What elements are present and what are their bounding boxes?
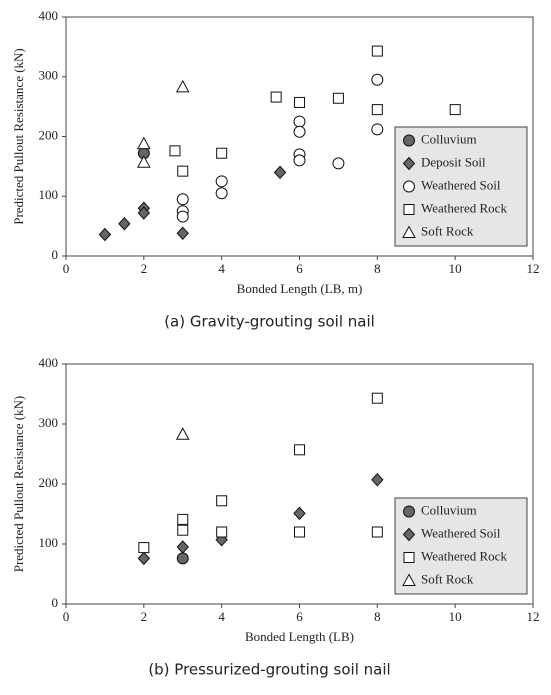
legend-marker (402, 225, 416, 238)
y-tick-label: 400 (39, 8, 59, 23)
y-tick-label: 0 (52, 595, 59, 610)
x-axis-label: Bonded Length (LB) (245, 629, 354, 644)
point (216, 495, 228, 507)
x-tick-label: 0 (63, 261, 70, 276)
point (169, 145, 181, 157)
point (215, 187, 228, 200)
point (371, 123, 384, 136)
point (294, 526, 305, 538)
point (216, 526, 228, 538)
point (294, 444, 305, 456)
point (293, 154, 306, 167)
legend-label: Weathered Soil (421, 525, 501, 540)
point (294, 96, 305, 108)
point (177, 513, 189, 525)
point (137, 206, 151, 220)
legend-label: Colluvium (421, 131, 477, 146)
x-tick-label: 0 (63, 609, 70, 624)
y-axis-label: Predicted Pullout Resistance (kN) (11, 48, 26, 225)
legend-box (394, 497, 528, 595)
point (273, 165, 287, 180)
caption: (a) Gravity-grouting soil nail (164, 313, 375, 331)
x-tick-label: 10 (449, 261, 462, 276)
point (371, 473, 384, 487)
point (332, 92, 344, 104)
point (216, 147, 228, 159)
point (270, 91, 282, 103)
y-tick-label: 300 (39, 415, 59, 430)
point (136, 155, 151, 168)
y-axis-label: Predicted Pullout Resistance (kN) (11, 396, 26, 573)
legend-label: Weathered Rock (421, 548, 507, 563)
y-tick-label: 300 (39, 68, 59, 83)
point (293, 506, 306, 521)
legend-label: Colluvium (421, 502, 477, 517)
point (215, 175, 228, 188)
legend-marker (403, 134, 415, 147)
x-tick-label: 2 (141, 609, 148, 624)
point (371, 73, 384, 86)
caption: (b) Pressurized-grouting soil nail (148, 661, 390, 679)
point (118, 216, 131, 231)
x-tick-label: 8 (374, 261, 381, 276)
point (293, 125, 306, 138)
point (177, 524, 189, 536)
y-tick-label: 400 (39, 355, 59, 370)
x-tick-label: 6 (296, 261, 303, 276)
y-tick-label: 100 (39, 535, 59, 550)
x-tick-label: 12 (527, 609, 540, 624)
legend-label: Weathered Rock (421, 200, 507, 215)
y-tick-label: 200 (39, 127, 59, 142)
legend-marker (402, 527, 416, 542)
point (98, 227, 112, 242)
point (138, 542, 150, 554)
legend-label: Deposit Soil (421, 154, 486, 169)
y-tick-label: 200 (39, 475, 59, 490)
point (136, 136, 151, 150)
x-tick-label: 8 (374, 609, 381, 624)
x-axis-label: Bonded Length (LB, m) (237, 281, 363, 296)
legend-marker (403, 505, 415, 518)
legend-marker (403, 204, 415, 215)
point (332, 157, 345, 170)
x-tick-label: 10 (449, 609, 462, 624)
legend-marker (402, 573, 416, 586)
point (371, 104, 383, 116)
legend-label: Soft Rock (421, 571, 474, 586)
point (176, 552, 189, 565)
point (371, 45, 383, 57)
y-tick-label: 100 (39, 187, 59, 202)
x-tick-label: 4 (218, 609, 225, 624)
legend-label: Soft Rock (421, 223, 474, 238)
x-tick-label: 12 (527, 261, 540, 276)
legend-marker (403, 180, 415, 193)
point (176, 540, 189, 554)
legend-box (394, 126, 528, 247)
point (371, 392, 383, 404)
point (449, 104, 461, 116)
legend-label: Weathered Soil (421, 177, 501, 192)
point (137, 551, 151, 566)
x-tick-label: 6 (296, 609, 303, 624)
x-tick-label: 4 (218, 261, 225, 276)
point (177, 165, 189, 177)
point (293, 115, 306, 128)
point (176, 226, 189, 241)
point (175, 427, 190, 440)
legend-marker (403, 552, 415, 563)
x-tick-label: 2 (141, 261, 148, 276)
point (176, 193, 189, 206)
point (371, 526, 383, 538)
legend-marker (402, 156, 416, 171)
y-tick-label: 0 (52, 247, 59, 262)
point (175, 79, 190, 93)
point (176, 210, 189, 223)
